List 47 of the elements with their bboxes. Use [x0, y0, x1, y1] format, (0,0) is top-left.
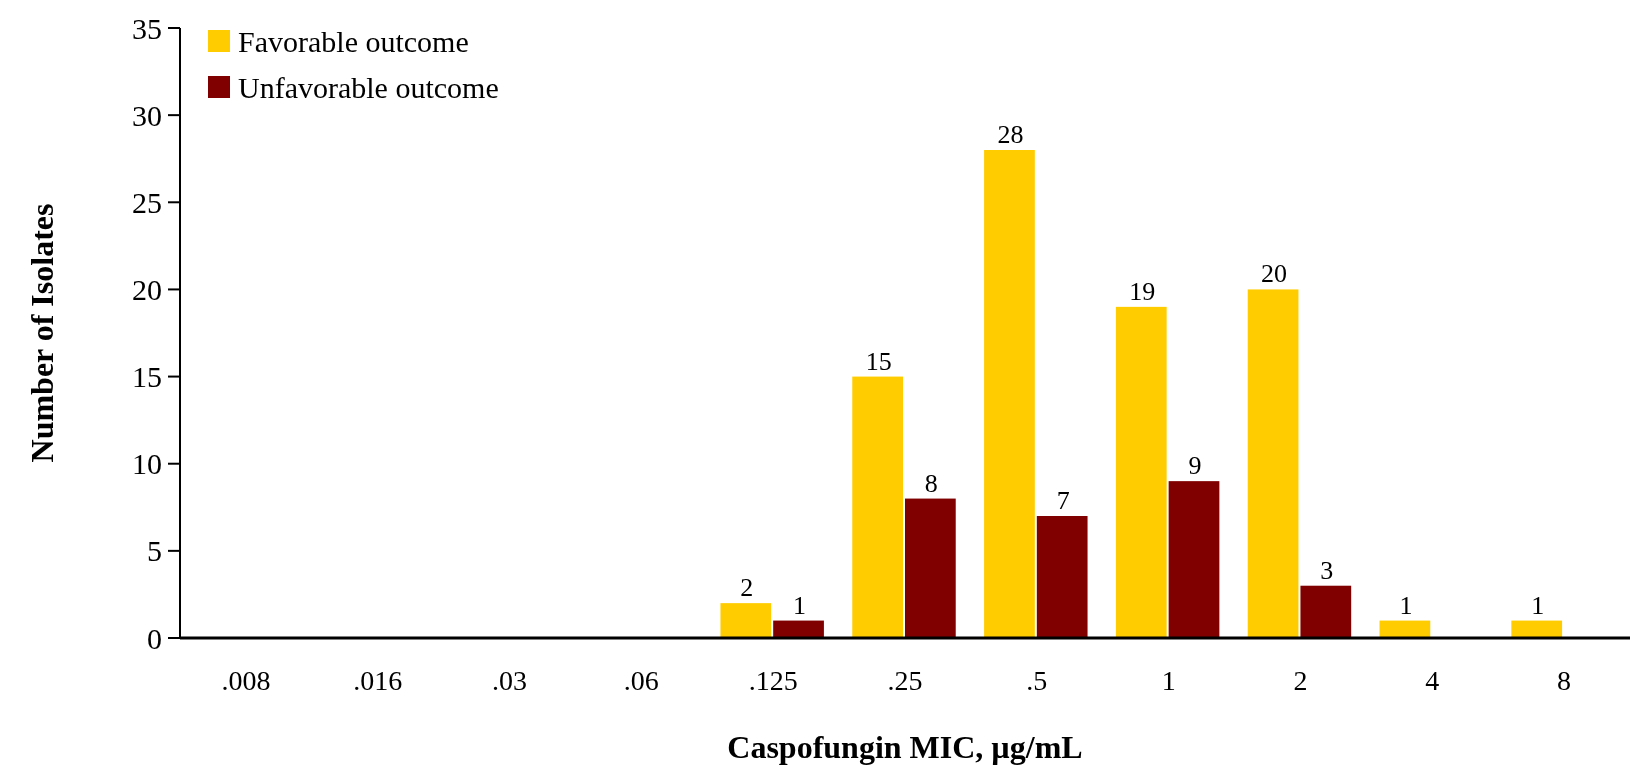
data-label: 1 [1531, 590, 1545, 620]
y-tick-label: 15 [132, 360, 162, 394]
bar [1036, 516, 1088, 638]
y-tick-label: 0 [147, 621, 162, 655]
x-tick-label: 1 [1161, 665, 1176, 696]
x-tick-label: .03 [492, 665, 528, 696]
bar [1300, 585, 1352, 638]
legend-label: Favorable outcome [238, 24, 469, 58]
x-tick-label: 2 [1293, 665, 1308, 696]
x-tick-label: .125 [748, 665, 798, 696]
bar [852, 376, 903, 638]
y-tick-label: 5 [147, 534, 162, 568]
x-tick-label: 8 [1557, 665, 1572, 696]
bar [1168, 481, 1220, 638]
legend-label: Unfavorable outcome [238, 70, 499, 104]
y-tick-label: 30 [132, 98, 162, 132]
bar [1115, 306, 1167, 638]
data-label: 7 [1056, 486, 1070, 515]
data-label: 3 [1320, 555, 1334, 585]
x-tick-label: .5 [1026, 665, 1048, 696]
y-tick-label: 25 [132, 185, 162, 219]
bar [1247, 289, 1299, 638]
x-tick-label: .06 [623, 665, 659, 696]
data-label: 8 [924, 468, 938, 498]
bar [1511, 620, 1563, 638]
x-tick-label: 4 [1425, 665, 1440, 696]
bar [1379, 620, 1431, 638]
data-label: 28 [997, 120, 1024, 149]
data-label: 15 [865, 346, 892, 376]
x-tick-label: .016 [353, 665, 403, 696]
y-tick-label: 10 [132, 447, 162, 481]
bar [720, 603, 772, 638]
data-label: 9 [1188, 451, 1202, 481]
data-label: 1 [793, 590, 807, 620]
y-tick-label: 20 [132, 272, 162, 306]
y-tick-label: 35 [132, 11, 162, 45]
x-tick-label: .008 [221, 665, 271, 696]
data-label: 1 [1399, 590, 1413, 620]
data-label: 2 [740, 573, 754, 603]
data-label: 19 [1129, 276, 1156, 306]
bar [984, 150, 1035, 638]
bar [773, 620, 824, 638]
y-axis-title: Number of Isolates [24, 203, 60, 463]
data-label: 20 [1261, 259, 1288, 289]
x-axis-title: Caspofungin MIC, µg/mL [727, 729, 1083, 765]
bar [905, 498, 956, 638]
x-tick-label: .25 [887, 665, 923, 696]
